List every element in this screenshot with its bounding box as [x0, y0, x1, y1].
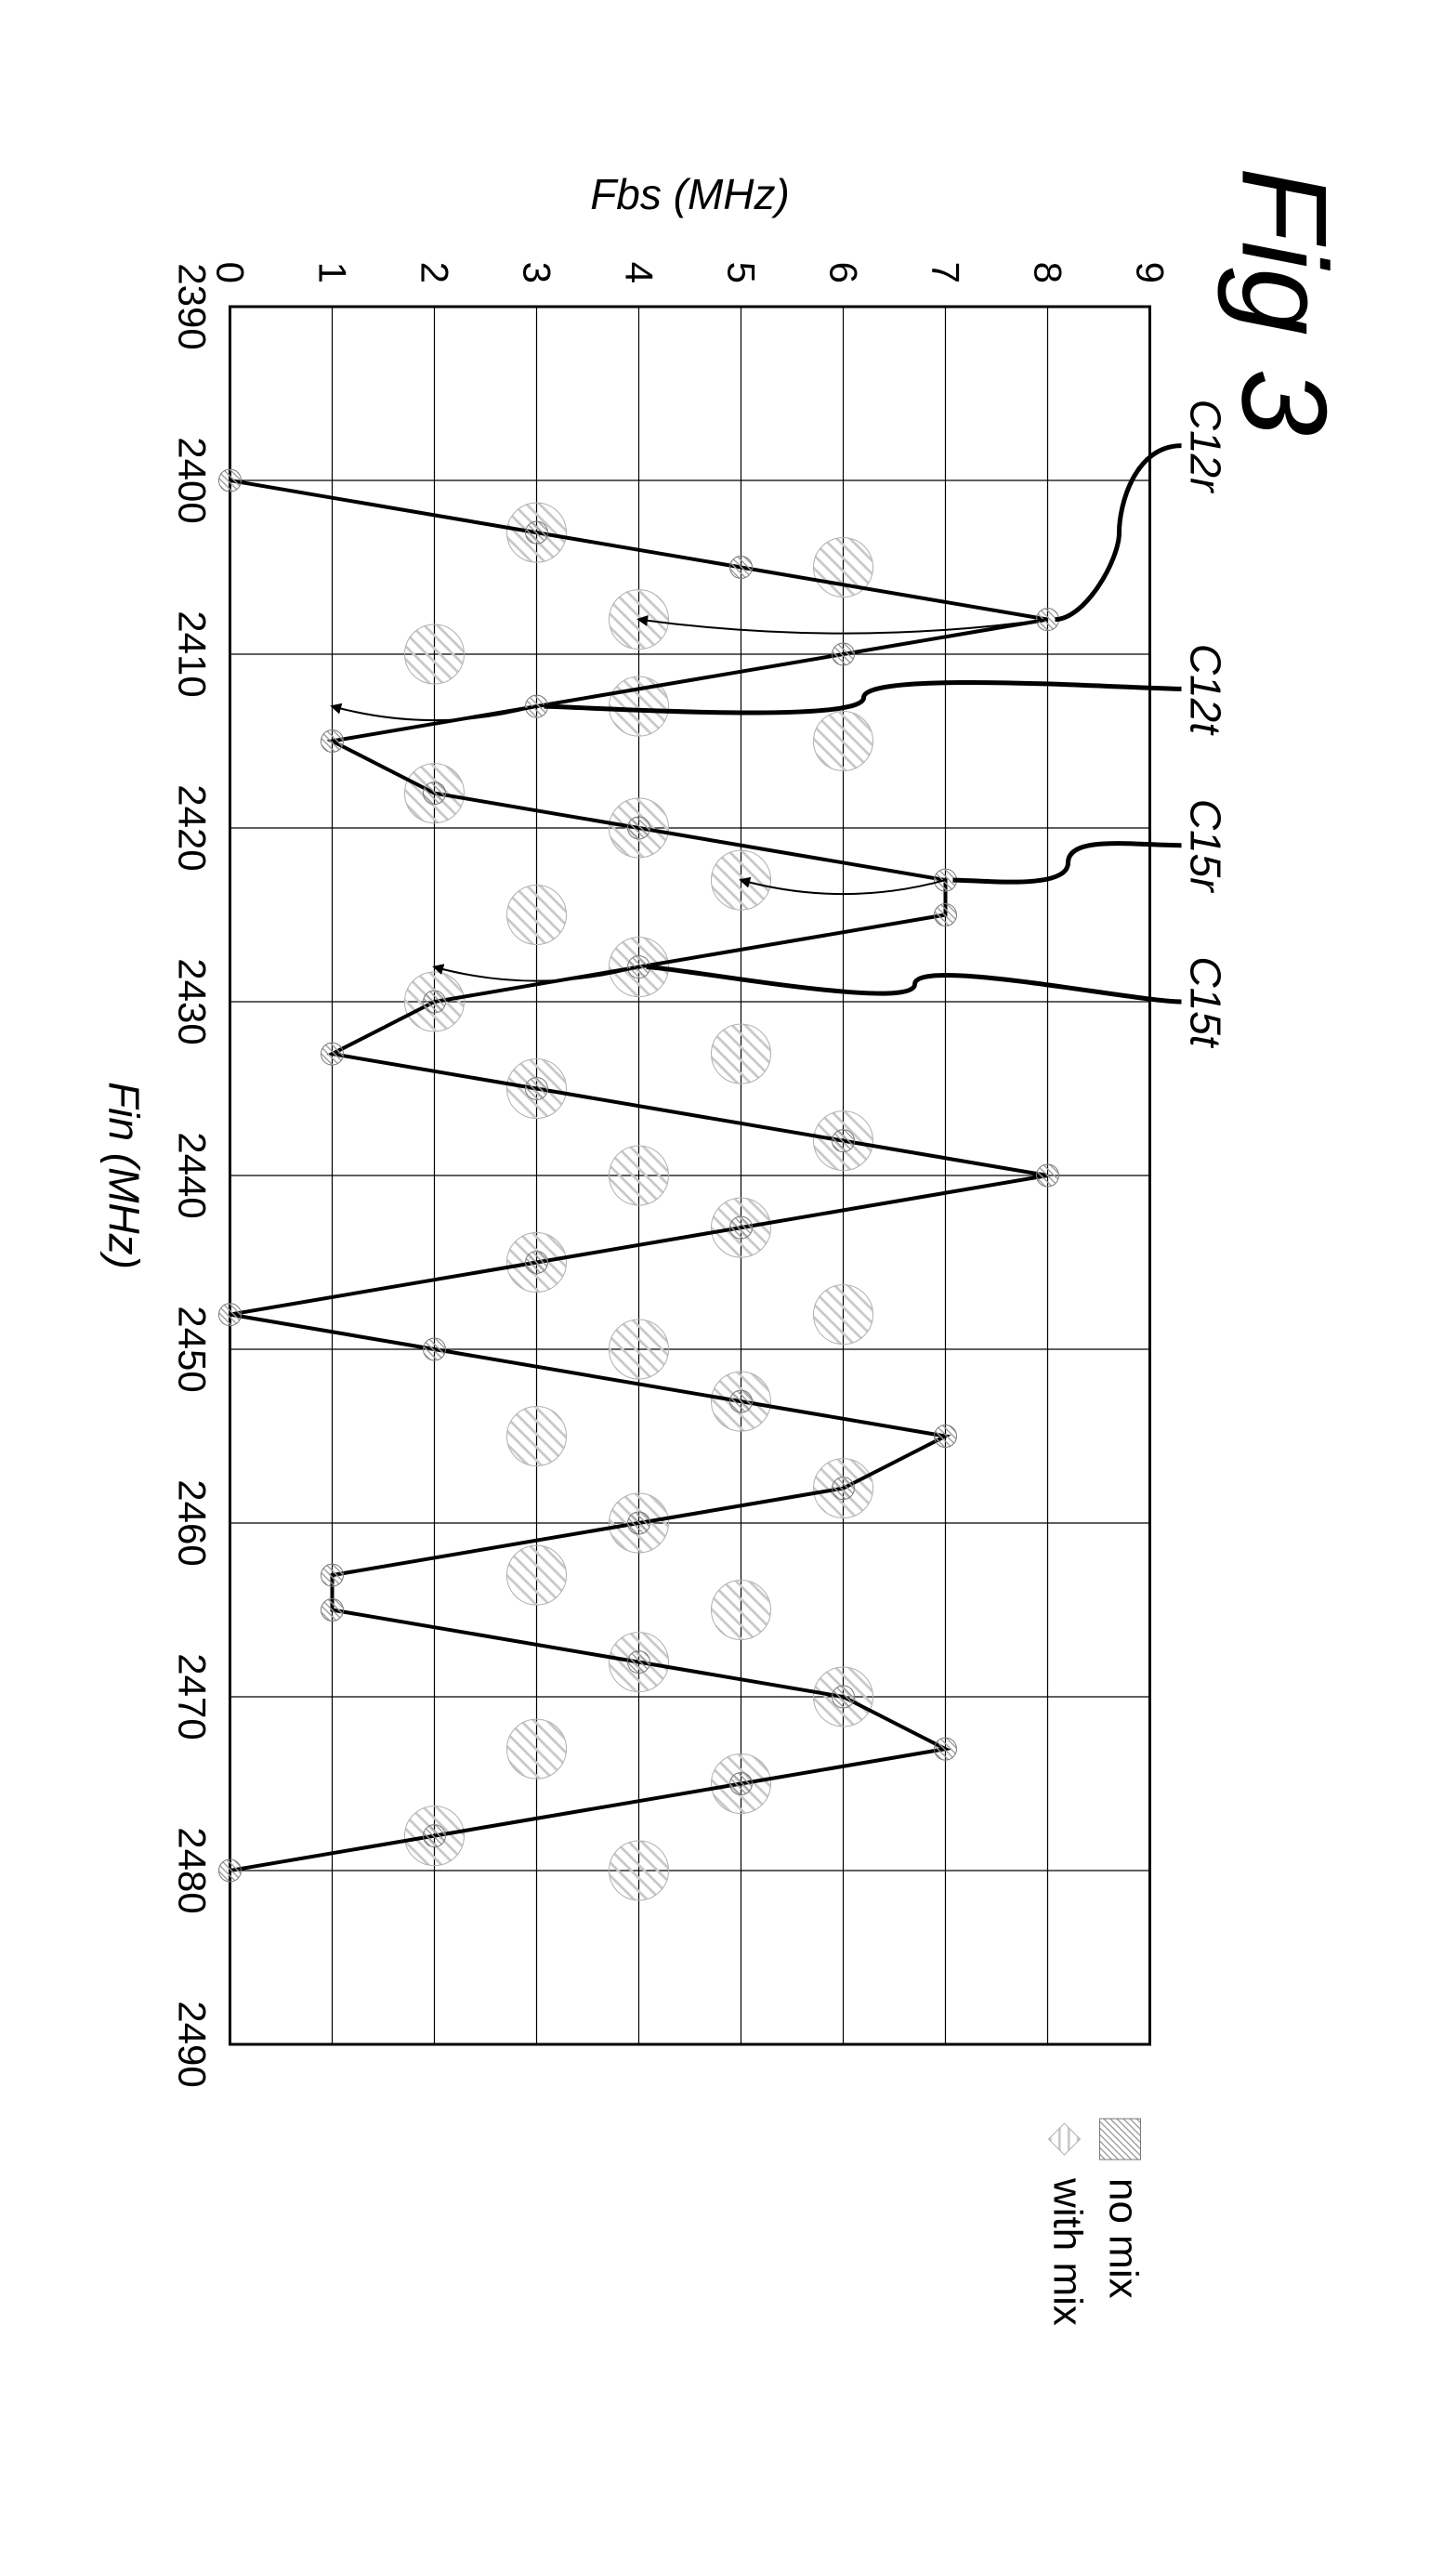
marker-with-mix: [506, 1719, 566, 1779]
marker-no-mix: [934, 904, 956, 926]
x-tick-label: 2490: [170, 2001, 214, 2087]
x-axis-label: Fin (MHz): [99, 1082, 148, 1269]
marker-with-mix: [404, 624, 464, 684]
y-axis-label: Fbs (MHz): [590, 170, 790, 218]
x-tick-label: 2440: [170, 1132, 214, 1218]
y-tick-label: 8: [1026, 262, 1069, 283]
x-tick-label: 2450: [170, 1306, 214, 1392]
marker-no-mix: [218, 1304, 241, 1326]
legend-swatch-with-mix: [1048, 2123, 1080, 2155]
marker-with-mix: [506, 1545, 566, 1605]
marker-no-mix: [423, 1338, 445, 1360]
marker-no-mix: [627, 817, 649, 839]
marker-with-mix: [506, 1407, 566, 1466]
marker-no-mix: [627, 1651, 649, 1674]
figure-canvas: Fig 3 2390240024102420243024402450246024…: [0, 0, 1456, 2574]
marker-no-mix: [423, 991, 445, 1013]
marker-no-mix: [832, 643, 854, 665]
legend-label-no-mix: no mix: [1100, 2178, 1146, 2299]
y-tick-label: 3: [515, 262, 558, 283]
marker-no-mix: [218, 469, 241, 492]
marker-no-mix: [321, 1599, 343, 1622]
figure-title: Fig 3: [1214, 167, 1354, 436]
legend-label-with-mix: with mix: [1044, 2177, 1090, 2326]
marker-no-mix: [729, 1773, 752, 1795]
x-tick-label: 2400: [170, 437, 214, 523]
marker-with-mix: [711, 850, 770, 910]
marker-no-mix: [423, 1825, 445, 1847]
x-tick-label: 2410: [170, 611, 214, 697]
y-tick-label: 1: [310, 262, 354, 283]
y-tick-label: 0: [208, 262, 252, 283]
marker-no-mix: [525, 1078, 547, 1100]
marker-no-mix: [832, 1477, 854, 1500]
y-tick-label: 7: [924, 262, 967, 283]
marker-no-mix: [321, 730, 343, 753]
marker-no-mix: [321, 1043, 343, 1065]
marker-no-mix: [525, 521, 547, 544]
x-tick-label: 2430: [170, 958, 214, 1044]
marker-with-mix: [609, 1320, 668, 1379]
marker-no-mix: [729, 557, 752, 579]
x-tick-label: 2480: [170, 1827, 214, 1913]
marker-no-mix: [832, 1130, 854, 1152]
marker-no-mix: [1036, 1164, 1058, 1187]
marker-no-mix: [934, 1425, 956, 1448]
callout-label: C15r: [1181, 799, 1229, 893]
y-tick-label: 5: [719, 262, 763, 283]
marker-no-mix: [218, 1859, 241, 1882]
x-tick-label: 2420: [170, 784, 214, 871]
marker-no-mix: [934, 1738, 956, 1760]
callout-label: C15t: [1181, 956, 1229, 1048]
marker-no-mix: [321, 1564, 343, 1586]
callout-label: C12t: [1181, 644, 1229, 736]
x-tick-label: 2470: [170, 1653, 214, 1740]
marker-with-mix: [609, 1146, 668, 1205]
x-tick-label: 2390: [170, 263, 214, 349]
marker-no-mix: [423, 782, 445, 805]
legend-swatch-no-mix: [1099, 2119, 1140, 2160]
marker-no-mix: [729, 1390, 752, 1412]
marker-with-mix: [711, 1024, 770, 1083]
marker-with-mix: [609, 590, 668, 650]
marker-no-mix: [832, 1686, 854, 1708]
x-tick-label: 2460: [170, 1479, 214, 1566]
y-tick-label: 4: [617, 262, 661, 283]
page: Fig 3 2390240024102420243024402450246024…: [0, 0, 1456, 2574]
marker-with-mix: [813, 1285, 872, 1345]
marker-no-mix: [729, 1216, 752, 1239]
marker-with-mix: [609, 1841, 668, 1900]
y-tick-label: 6: [821, 262, 865, 283]
marker-with-mix: [711, 1581, 770, 1640]
marker-no-mix: [525, 1252, 547, 1274]
marker-no-mix: [627, 1512, 649, 1534]
marker-with-mix: [506, 886, 566, 945]
y-tick-label: 9: [1128, 262, 1172, 283]
y-tick-label: 2: [413, 262, 456, 283]
marker-with-mix: [813, 712, 872, 771]
rotated-wrapper: Fig 3 2390240024102420243024402450246024…: [0, 0, 1456, 2574]
